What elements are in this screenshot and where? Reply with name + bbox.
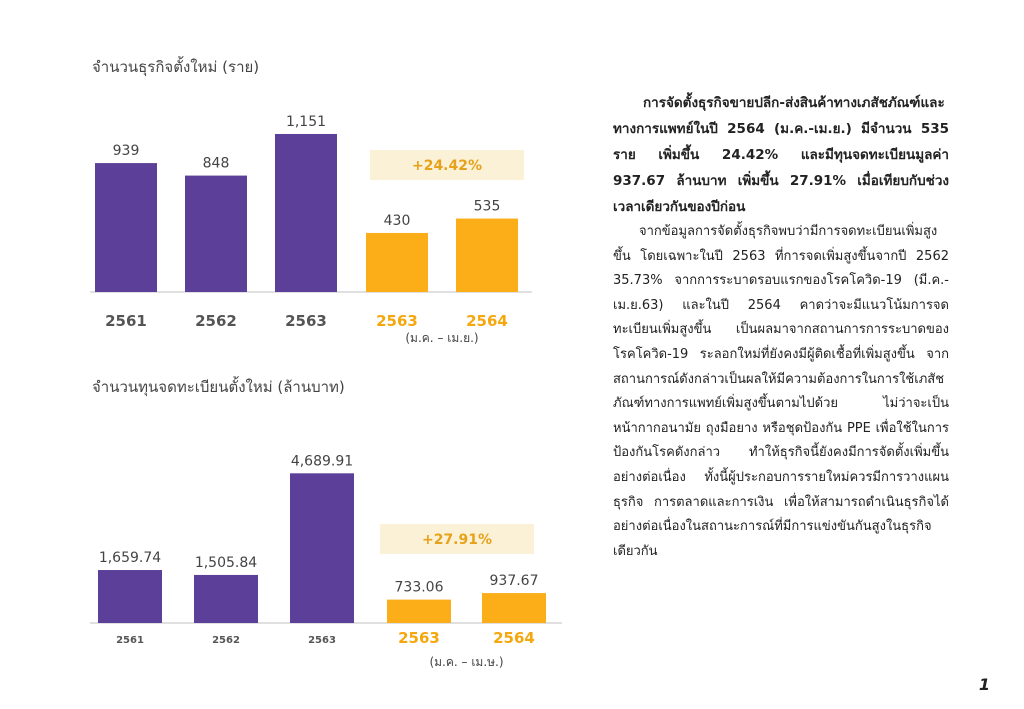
growth-box — [370, 150, 524, 180]
bar — [185, 175, 247, 292]
article-text: การจัดตั้งธุรกิจขายปลีก-ส่งสินค้าทางเภสั… — [613, 90, 949, 564]
data-label: 1,505.84 — [195, 555, 257, 571]
data-label: 733.06 — [395, 580, 444, 596]
data-label: 535 — [474, 199, 501, 215]
bar — [98, 570, 162, 623]
growth-label: +24.42% — [412, 158, 482, 174]
period-label: (ม.ค. – เม.ษ.) — [429, 655, 503, 669]
period-label: (ม.ค. – เม.ย.) — [405, 331, 478, 345]
article-body: จากข้อมูลการจัดตั้งธุรกิจพบว่ามีการจดทะเ… — [613, 224, 949, 559]
new-business-count-chart: +24.42% 939 2561 848 2562 1,151 2563 430 2563 535… — [90, 114, 532, 345]
chart2-title: จำนวนทุนจดทะเบียนตั้งใหม่ (ล้านบาท) — [92, 378, 345, 396]
category-label: 2564 — [466, 312, 508, 330]
category-label: 2562 — [212, 635, 240, 646]
category-label: 2563 — [376, 312, 418, 330]
data-label: 848 — [203, 156, 230, 172]
growth-label: +27.91% — [422, 532, 492, 548]
data-label: 1,151 — [286, 114, 326, 130]
bar — [366, 232, 428, 292]
category-label: 2563 — [285, 312, 327, 330]
bar — [275, 133, 337, 292]
category-label: 2561 — [105, 312, 147, 330]
data-label: 1,659.74 — [99, 550, 161, 566]
category-label: 2563 — [398, 629, 440, 647]
data-label: 937.67 — [490, 573, 539, 589]
category-label: 2563 — [308, 635, 336, 646]
growth-box — [380, 524, 534, 554]
category-label: 2564 — [493, 629, 535, 647]
category-label: 2561 — [116, 635, 144, 646]
data-label: 430 — [384, 213, 411, 229]
category-label: 2562 — [195, 312, 237, 330]
bar — [482, 593, 546, 623]
page-number: 1 — [978, 675, 990, 694]
bar — [456, 218, 518, 292]
bar — [194, 574, 258, 623]
data-label: 939 — [113, 143, 140, 159]
bar — [290, 473, 354, 623]
bar — [95, 163, 157, 292]
chart1-title: จำนวนธุรกิจตั้งใหม่ (ราย) — [92, 58, 260, 76]
registered-capital-chart: +27.91% 1,659.74 2561 1,505.84 2562 4,689.91 2… — [90, 453, 562, 669]
data-label: 4,689.91 — [291, 453, 353, 469]
bar — [387, 599, 451, 623]
article-lead: การจัดตั้งธุรกิจขายปลีก-ส่งสินค้าทางเภสั… — [613, 95, 949, 215]
